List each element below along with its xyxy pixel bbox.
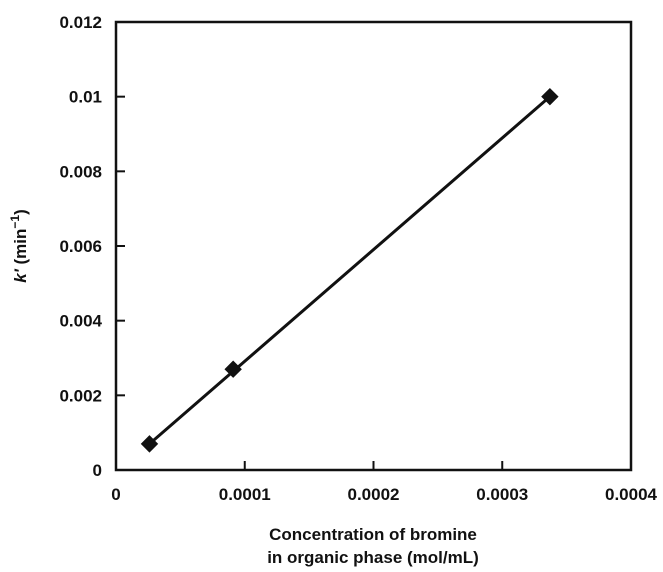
y-tick-label: 0 <box>93 461 102 480</box>
y-tick-label: 0.008 <box>59 162 102 181</box>
y-tick-label: 0.012 <box>59 13 102 32</box>
x-tick-label: 0.0003 <box>476 485 528 504</box>
x-tick-label: 0.0002 <box>348 485 400 504</box>
x-axis-title-line-1: Concentration of bromine <box>269 525 477 544</box>
y-axis: 0 0.002 0.004 0.006 0.008 0.01 0.012 <box>59 13 125 480</box>
x-tick-label: 0.0004 <box>605 485 658 504</box>
y-axis-title-close: ) <box>11 209 30 215</box>
y-axis-title: k′ (min−1) <box>8 209 30 283</box>
data-point-marker <box>541 87 559 106</box>
y-axis-title-symbol: k′ <box>11 268 30 282</box>
y-tick-label: 0.004 <box>59 312 102 331</box>
x-axis: 0 0.0001 0.0002 0.0003 0.0004 <box>111 461 658 504</box>
plot-frame <box>114 20 633 472</box>
y-tick-label: 0.002 <box>59 386 102 405</box>
y-tick-label: 0.006 <box>59 237 102 256</box>
y-tick-label: 0.01 <box>69 88 102 107</box>
x-tick-label: 0.0001 <box>219 485 271 504</box>
data-point-marker <box>224 360 242 378</box>
y-axis-title-exponent: −1 <box>8 215 22 229</box>
data-point-marker <box>140 435 159 453</box>
x-tick-label: 0 <box>111 485 120 504</box>
series-layer <box>140 87 559 453</box>
fit-line <box>147 95 552 446</box>
y-axis-title-unit: (min <box>11 229 30 270</box>
x-axis-title-line-2: in organic phase (mol/mL) <box>267 548 479 567</box>
